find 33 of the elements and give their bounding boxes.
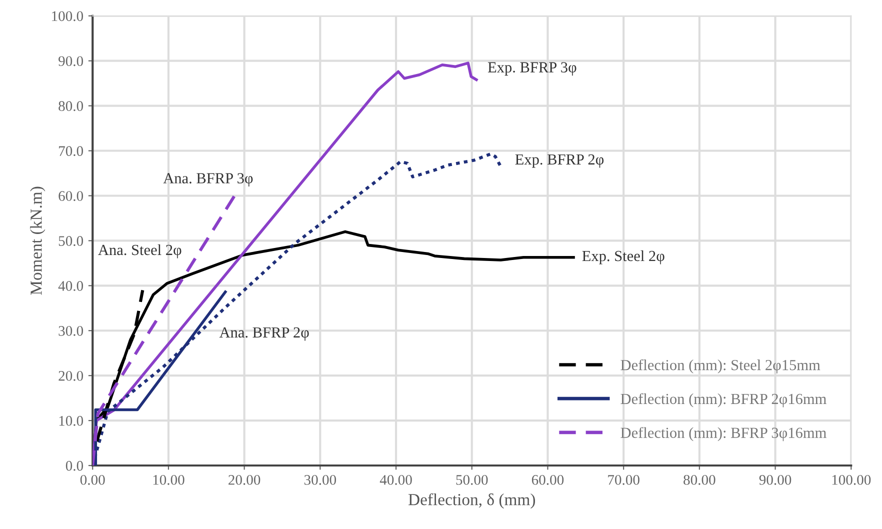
annotation: Ana. BFRP 2φ xyxy=(219,327,309,341)
legend-label: Deflection (mm): BFRP 2φ16mm xyxy=(620,393,826,408)
y-tick-label: 50.0 xyxy=(58,236,84,246)
y-tick-label: 70.0 xyxy=(59,146,84,156)
y-axis-title: Moment (kN.m) xyxy=(30,186,46,295)
y-tick-label: 40.0 xyxy=(58,281,84,291)
x-axis-title: Deflection, δ (mm) xyxy=(408,493,535,509)
y-tick-label: 20.0 xyxy=(58,370,84,381)
x-tick-label: 100.00 xyxy=(832,474,871,485)
y-tick-label: 10.0 xyxy=(59,416,84,426)
y-tick-label: 100.0 xyxy=(52,11,84,22)
x-tick-label: 90.00 xyxy=(759,474,792,485)
annotation: Exp. BFRP 3φ xyxy=(488,62,576,76)
legend-label: Deflection (mm): BFRP 3φ16mm xyxy=(620,427,826,442)
y-tick-label: 30.0 xyxy=(58,326,84,336)
annotation: Exp. BFRP 2φ xyxy=(515,154,604,168)
y-tick-label: 60.0 xyxy=(58,191,84,201)
x-tick-label: 10.00 xyxy=(153,474,184,485)
x-tick-label: 80.00 xyxy=(684,474,716,485)
y-tick-label: 90.0 xyxy=(58,56,84,66)
annotation: Ana. Steel 2φ xyxy=(98,244,182,258)
x-tick-label: 20.00 xyxy=(228,474,260,485)
annotation: Exp. Steel 2φ xyxy=(582,250,664,264)
x-tick-label: 30.00 xyxy=(304,474,336,485)
y-tick-label: 0.0 xyxy=(66,460,84,471)
x-tick-label: 60.00 xyxy=(532,474,564,485)
y-tick-label: 80.0 xyxy=(58,101,84,112)
legend-label: Deflection (mm): Steel 2φ15mm xyxy=(620,359,820,374)
x-tick-label: 40.00 xyxy=(380,474,412,485)
annotation: Ana. BFRP 3φ xyxy=(163,173,253,187)
x-tick-label: 50.00 xyxy=(456,474,488,485)
x-tick-label: 0.00 xyxy=(80,474,105,485)
x-tick-label: 70.00 xyxy=(608,474,640,485)
